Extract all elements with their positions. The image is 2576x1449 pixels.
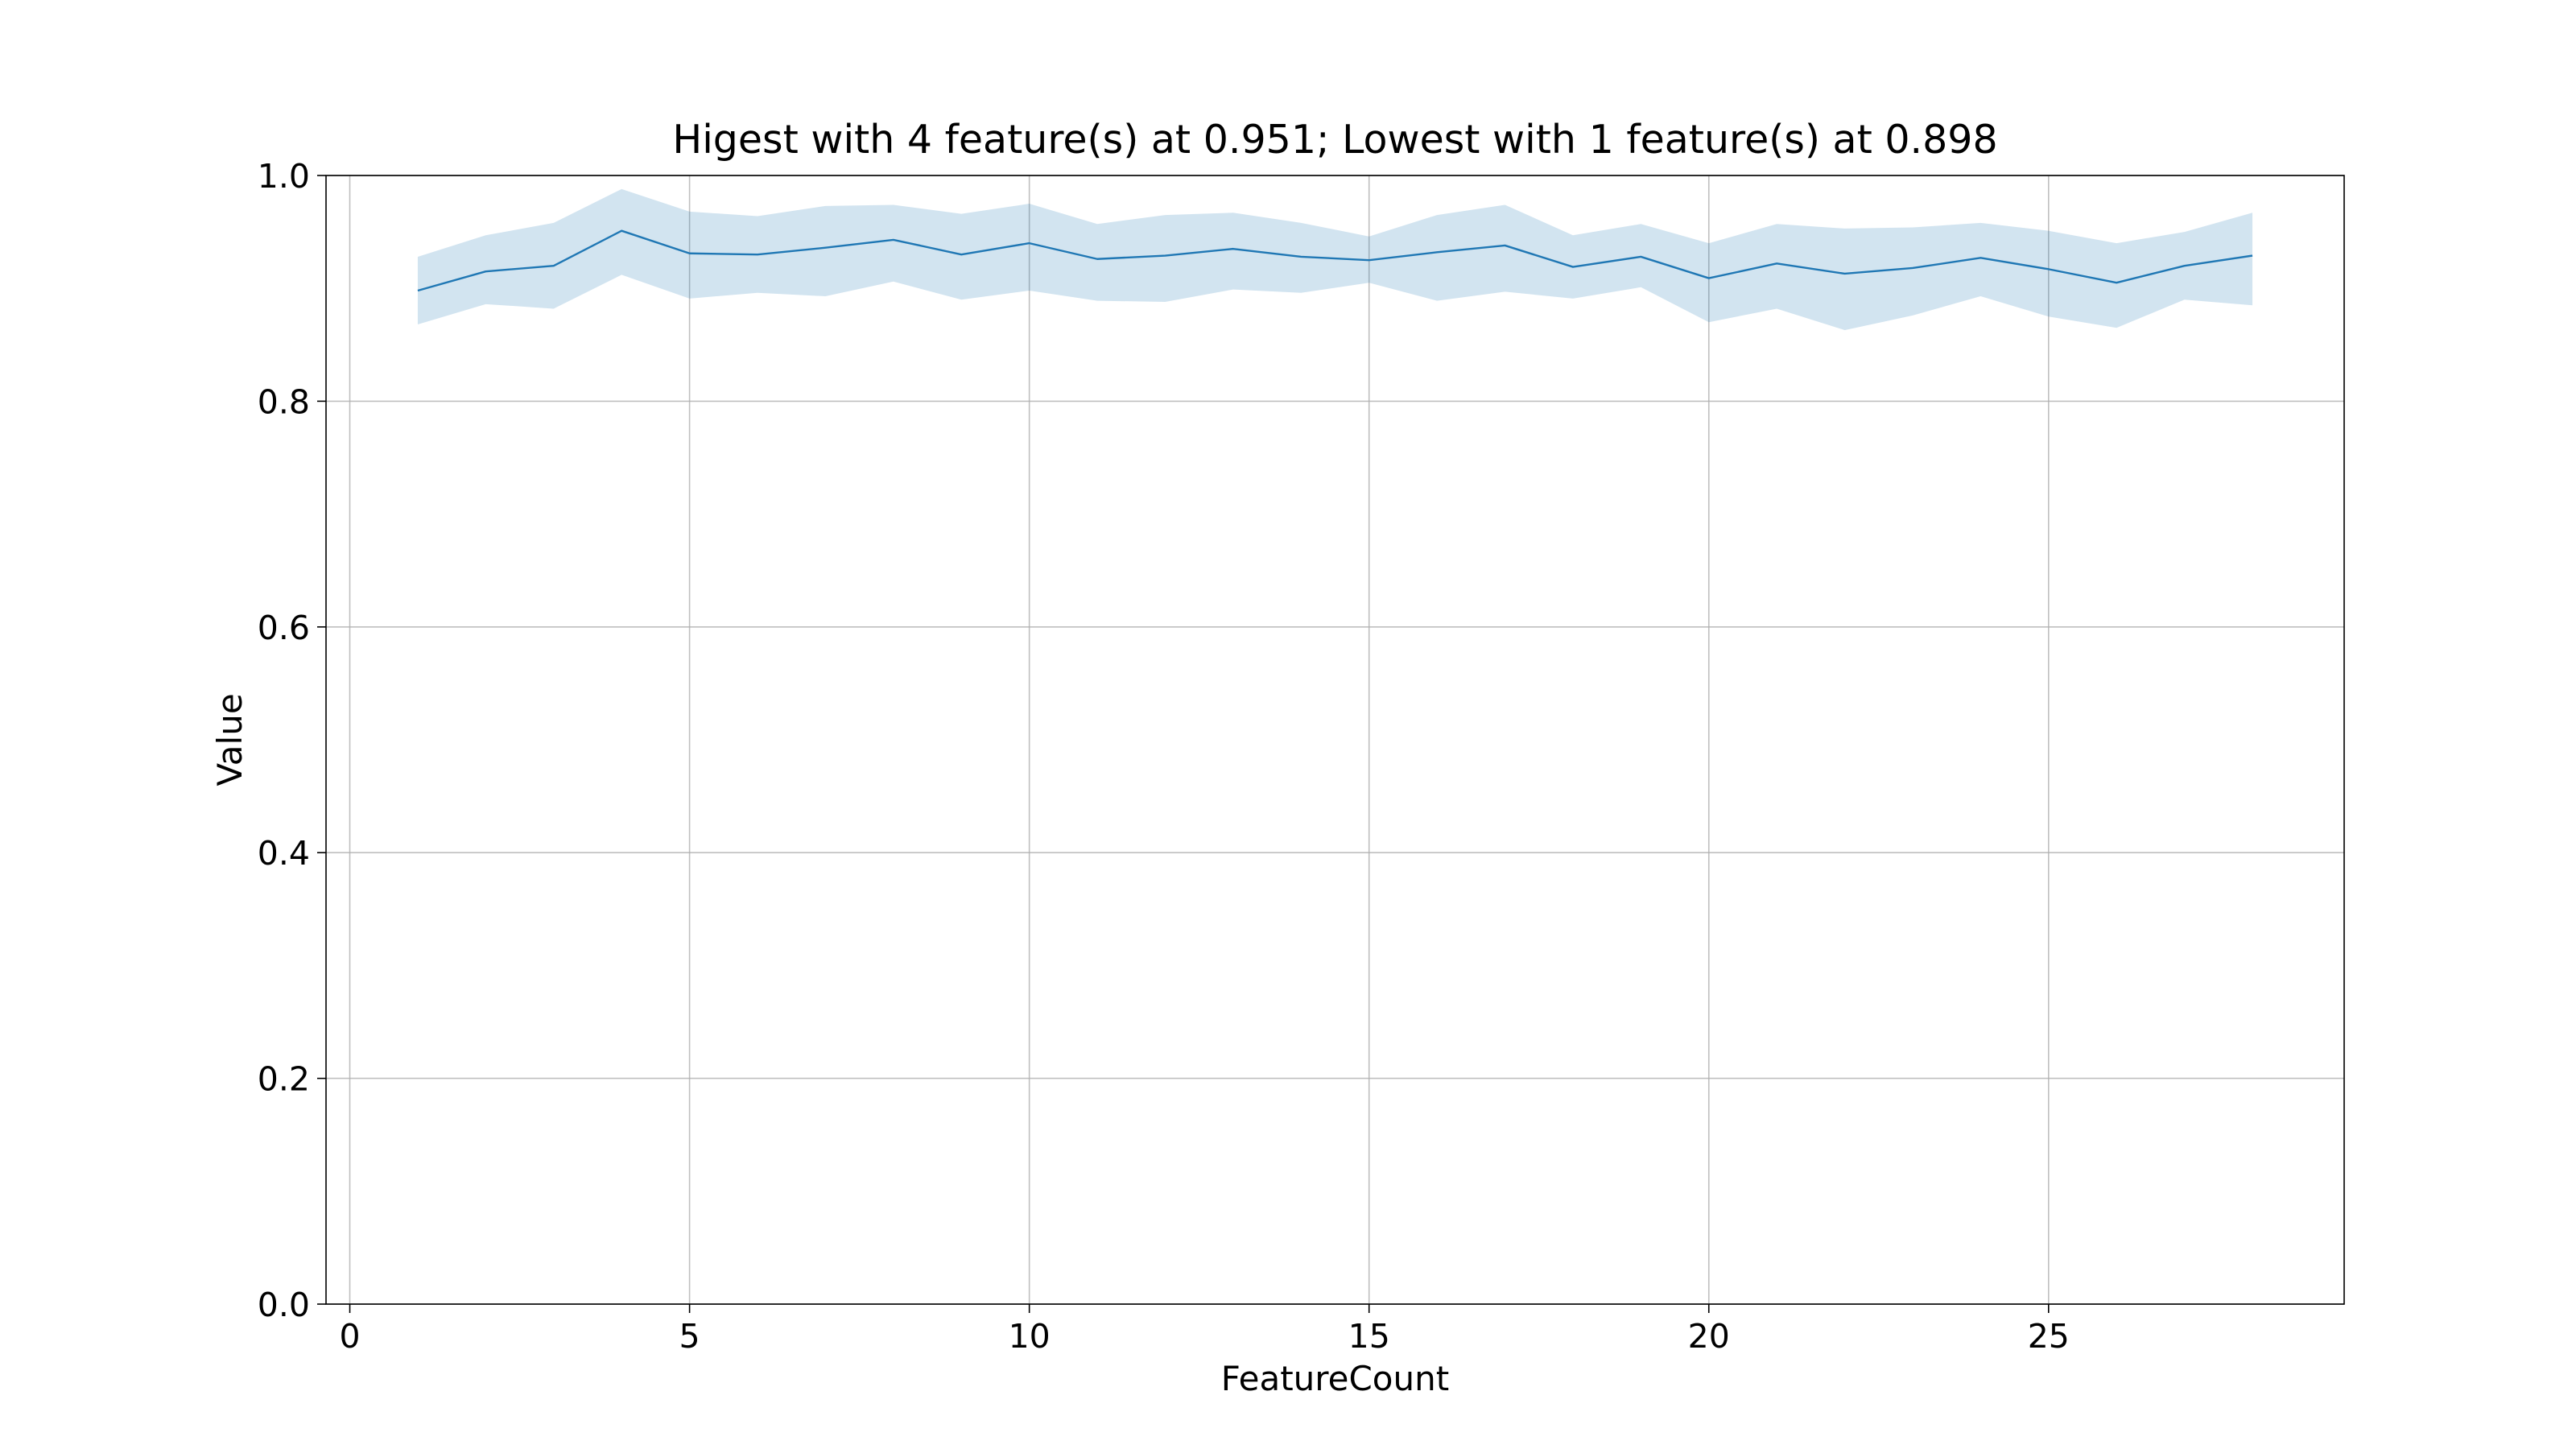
data-point: [959, 252, 964, 257]
data-point: [619, 229, 624, 233]
series-line: [417, 229, 2253, 292]
data-point: [1910, 266, 1915, 270]
data-point: [1095, 257, 1100, 262]
x-tick-label: 10: [1009, 1317, 1051, 1356]
data-point: [1774, 261, 1779, 266]
y-tick-label: 0.4: [258, 834, 310, 873]
data-point: [2046, 266, 2051, 271]
data-point: [1298, 254, 1303, 259]
y-axis-label: Value: [210, 693, 250, 786]
data-point: [1162, 254, 1167, 258]
data-point: [1571, 265, 1575, 270]
data-point: [1638, 254, 1643, 259]
data-point: [1707, 276, 1711, 281]
data-point: [551, 263, 556, 268]
x-tick-label: 0: [339, 1317, 360, 1356]
axis-ticks: 0 5 10 15 20 25 0.0 0.2 0.4 0.6 0.8 1.0: [258, 157, 2070, 1356]
y-tick-label: 0.0: [258, 1286, 310, 1324]
data-point: [2114, 280, 2119, 285]
x-tick-label: 25: [2028, 1317, 2070, 1356]
chart-title: Higest with 4 feature(s) at 0.951; Lowes…: [672, 117, 1997, 163]
y-tick-label: 1.0: [258, 157, 310, 196]
y-tick-label: 0.2: [258, 1060, 310, 1099]
data-point: [891, 237, 896, 242]
data-point: [2182, 263, 2187, 268]
data-point: [1503, 243, 1508, 248]
y-tick-label: 0.6: [258, 609, 310, 647]
x-tick-label: 15: [1348, 1317, 1390, 1356]
plot-area-frame: [325, 175, 2345, 1305]
data-point: [755, 252, 760, 257]
data-point: [1027, 241, 1032, 246]
data-point: [483, 269, 488, 274]
confidence-band: [417, 188, 2253, 331]
data-point: [687, 251, 692, 256]
x-axis-label: FeatureCount: [1221, 1359, 1449, 1398]
x-tick-label: 5: [679, 1317, 700, 1356]
data-point: [1843, 271, 1847, 276]
data-point: [823, 246, 828, 250]
confidence-band-layer: [417, 188, 2253, 331]
data-point: [1435, 250, 1439, 254]
data-point: [1367, 258, 1372, 262]
series-line-layer: [417, 229, 2253, 292]
data-point: [415, 288, 420, 293]
x-tick-label: 20: [1688, 1317, 1730, 1356]
data-point: [2250, 254, 2255, 258]
y-tick-label: 0.8: [258, 382, 310, 421]
data-point: [1978, 255, 1983, 260]
data-point: [1231, 246, 1236, 251]
